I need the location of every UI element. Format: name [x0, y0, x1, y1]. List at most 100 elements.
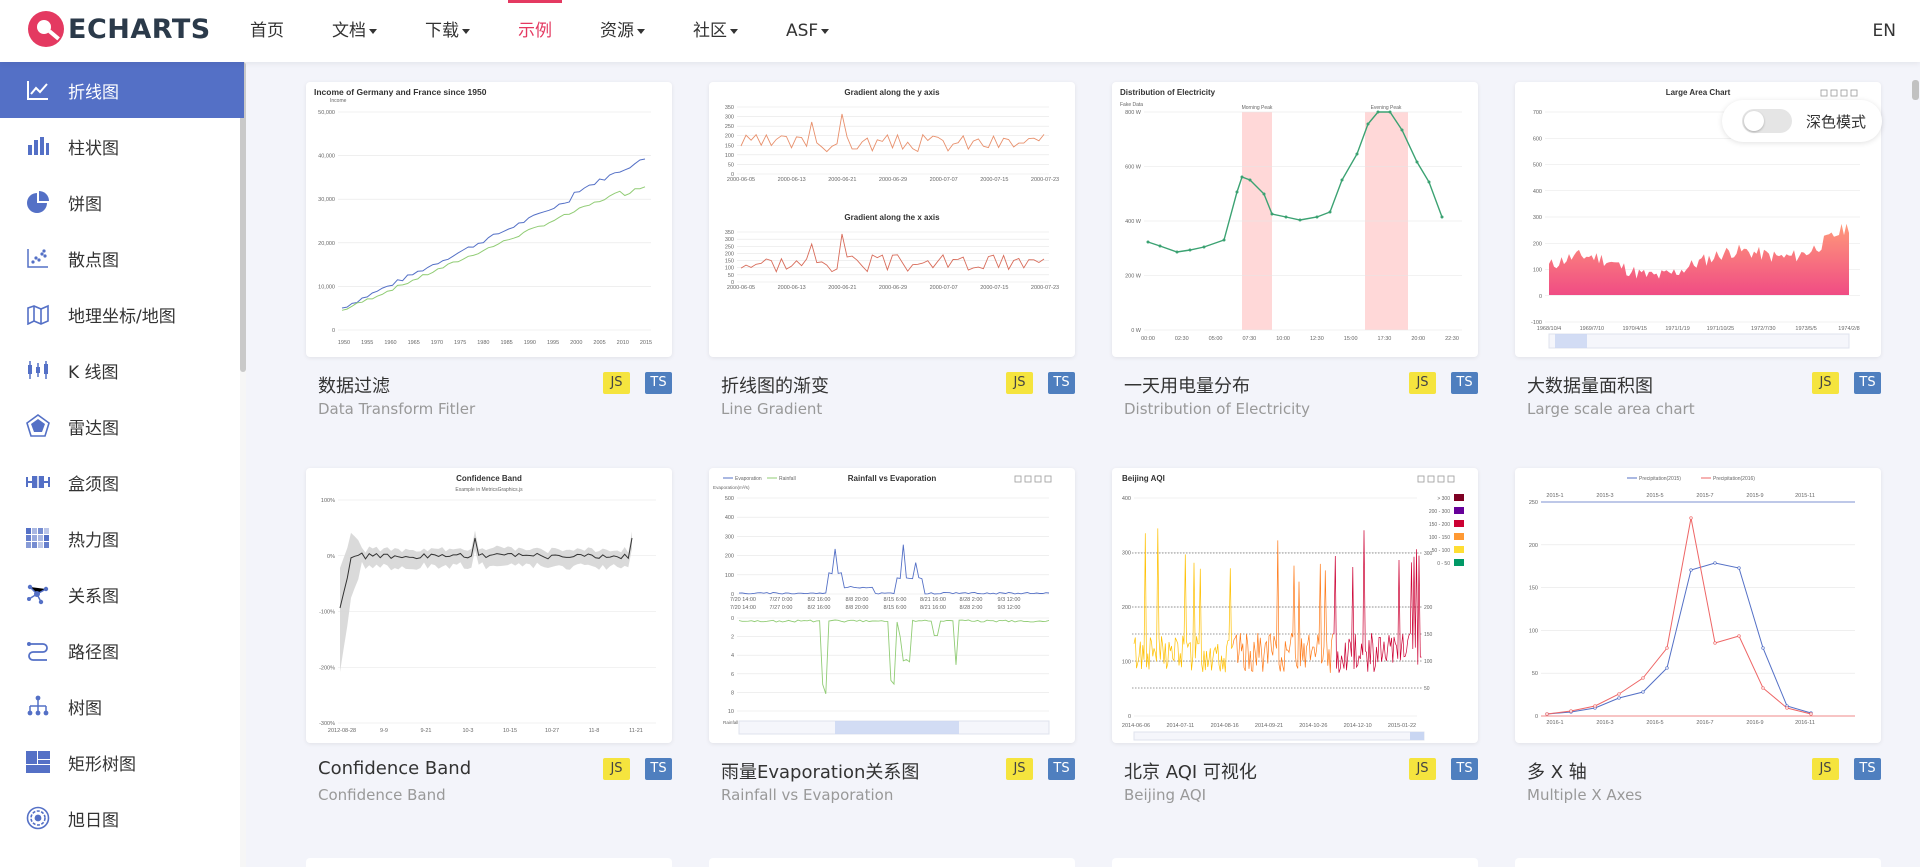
example-card-partial[interactable]: [1515, 858, 1881, 867]
page-scrollbar[interactable]: [1910, 62, 1920, 867]
x-tick-label: 9-21: [420, 728, 431, 734]
ts-code-badge[interactable]: TS: [1451, 758, 1478, 780]
toolbox-icon: [1427, 475, 1435, 483]
toolbox-icon: [1024, 475, 1032, 483]
sidebar-item-sunburst[interactable]: 旭日图: [0, 790, 244, 846]
example-thumbnail[interactable]: Rainfall vs Evaporation Evaporation Rainfa…: [709, 468, 1075, 743]
x-tick-label: 2000-07-23: [1031, 285, 1059, 291]
sidebar-item-boxplot[interactable]: 盒须图: [0, 454, 244, 510]
example-thumbnail[interactable]: Large Area Chart 700 600 500 400 300 200 100 0 -1…: [1515, 82, 1881, 357]
example-card[interactable]: Precipitation(2015) Precipitation(2016) 25…: [1515, 468, 1881, 804]
toolbox-icon: [1820, 89, 1828, 97]
sidebar-item-label: 旭日图: [68, 810, 119, 831]
sidebar-item-radar[interactable]: 雷达图: [0, 398, 244, 454]
chart-toolbox[interactable]: [1820, 89, 1858, 97]
sidebar-item-tree[interactable]: 树图: [0, 678, 244, 734]
ts-code-badge[interactable]: TS: [1854, 758, 1881, 780]
sidebar-item-pie-chart[interactable]: 饼图: [0, 174, 244, 230]
js-code-badge[interactable]: JS: [1409, 758, 1436, 780]
example-card-partial[interactable]: [306, 858, 672, 867]
sidebar-scrollbar[interactable]: [240, 62, 246, 867]
x-tick-label: 2016-5: [1646, 720, 1663, 726]
example-card[interactable]: Beijing AQI > 300 200 - 300 150 - 200 100 - …: [1112, 468, 1478, 804]
js-code-badge[interactable]: JS: [1812, 372, 1839, 394]
example-title[interactable]: 数据过滤: [318, 376, 390, 397]
y-tick-label: 10,000: [318, 284, 335, 290]
sidebar-item-treemap[interactable]: 矩形树图: [0, 734, 244, 790]
chart-toolbox[interactable]: [1417, 475, 1455, 483]
x-tick-label: 1985: [500, 340, 512, 346]
nav-item-3[interactable]: 示例: [494, 0, 576, 62]
legend-label: 150 - 200: [1429, 522, 1450, 528]
js-code-badge[interactable]: JS: [1006, 758, 1033, 780]
dark-mode-toggle[interactable]: 深色模式: [1722, 100, 1882, 142]
nav-item-2[interactable]: 下载: [401, 0, 494, 62]
example-thumbnail[interactable]: Income of Germany and France since 1950 I…: [306, 82, 672, 357]
sidebar-item-scatter-chart[interactable]: 散点图: [0, 230, 244, 286]
ts-code-badge[interactable]: TS: [1854, 372, 1881, 394]
echarts-logo[interactable]: ECHARTS: [28, 11, 211, 47]
x-tick-label: 2010: [617, 340, 629, 346]
example-title[interactable]: 一天用电量分布: [1124, 376, 1250, 397]
example-card[interactable]: Gradient along the y axis Gradient along …: [709, 82, 1075, 418]
datazoom-slider: [1133, 731, 1425, 741]
sidebar-item-line-chart[interactable]: 折线图: [0, 62, 244, 118]
example-card[interactable]: Income of Germany and France since 1950 I…: [306, 82, 672, 418]
example-title[interactable]: Confidence Band: [318, 758, 472, 779]
example-card[interactable]: Rainfall vs Evaporation Evaporation Rainfa…: [709, 468, 1075, 804]
example-title[interactable]: 大数据量面积图: [1527, 376, 1653, 397]
chart-toolbox[interactable]: [1014, 475, 1052, 483]
example-thumbnail[interactable]: Confidence Band Example in MetricsGraphic…: [306, 468, 672, 743]
x-tick-label: 00:00: [1141, 336, 1155, 342]
sidebar-item-graph[interactable]: 关系图: [0, 566, 244, 622]
sidebar-item-candlestick[interactable]: K 线图: [0, 342, 244, 398]
example-card[interactable]: Confidence Band Example in MetricsGraphic…: [306, 468, 672, 804]
nav-item-0[interactable]: 首页: [226, 0, 308, 62]
ts-code-badge[interactable]: TS: [1048, 372, 1075, 394]
example-title[interactable]: 折线图的渐变: [721, 376, 829, 397]
example-thumbnail[interactable]: Gradient along the y axis Gradient along …: [709, 82, 1075, 357]
js-code-badge[interactable]: JS: [603, 372, 630, 394]
example-card-partial[interactable]: [1112, 858, 1478, 867]
js-code-badge[interactable]: JS: [1006, 372, 1033, 394]
example-thumbnail[interactable]: Distribution of Electricity Fake Data Morn…: [1112, 82, 1478, 357]
legend-label: 0 - 50: [1437, 561, 1450, 567]
example-card-partial[interactable]: [709, 858, 1075, 867]
sidebar-item-map[interactable]: 地理坐标/地图: [0, 286, 244, 342]
x-tick-label: 10-3: [462, 728, 473, 734]
page-scrollbar-thumb[interactable]: [1912, 80, 1919, 100]
data-point: [1175, 250, 1179, 254]
nav-item-4[interactable]: 资源: [576, 0, 669, 62]
data-point: [1689, 568, 1693, 572]
sidebar-item-bar-chart[interactable]: 柱状图: [0, 118, 244, 174]
chart-title: Large Area Chart: [1666, 88, 1731, 97]
example-title[interactable]: 北京 AQI 可视化: [1124, 762, 1257, 783]
example-card[interactable]: Distribution of Electricity Fake Data Morn…: [1112, 82, 1478, 418]
js-code-badge[interactable]: JS: [1409, 372, 1436, 394]
nav-item-6[interactable]: ASF: [762, 0, 853, 62]
example-title[interactable]: 多 X 轴: [1527, 762, 1587, 783]
sidebar-scrollbar-thumb[interactable]: [240, 62, 246, 372]
dark-mode-switch[interactable]: [1742, 109, 1792, 133]
ts-code-badge[interactable]: TS: [645, 758, 672, 780]
x-tick-label: 1950: [338, 340, 350, 346]
sidebar-item-lines[interactable]: 路径图: [0, 622, 244, 678]
caret-down-icon: [369, 28, 377, 34]
ts-code-badge[interactable]: TS: [645, 372, 672, 394]
language-switch[interactable]: EN: [1872, 21, 1896, 41]
js-code-badge[interactable]: JS: [1812, 758, 1839, 780]
ts-code-badge[interactable]: TS: [1451, 372, 1478, 394]
datazoom-slider: [1548, 333, 1850, 349]
example-title[interactable]: 雨量Evaporation关系图: [721, 762, 920, 783]
data-point: [1713, 561, 1717, 565]
sidebar-item-label: 关系图: [68, 586, 119, 607]
nav-item-5[interactable]: 社区: [669, 0, 762, 62]
chart-subtitle: Income: [330, 98, 347, 104]
sidebar-item-heatmap[interactable]: 热力图: [0, 510, 244, 566]
js-code-badge[interactable]: JS: [603, 758, 630, 780]
example-card[interactable]: Large Area Chart 700 600 500 400 300 200 100 0 -1…: [1515, 82, 1881, 418]
nav-item-1[interactable]: 文档: [308, 0, 401, 62]
ts-code-badge[interactable]: TS: [1048, 758, 1075, 780]
example-thumbnail[interactable]: Precipitation(2015) Precipitation(2016) 25…: [1515, 468, 1881, 743]
example-thumbnail[interactable]: Beijing AQI > 300 200 - 300 150 - 200 100 - …: [1112, 468, 1478, 743]
